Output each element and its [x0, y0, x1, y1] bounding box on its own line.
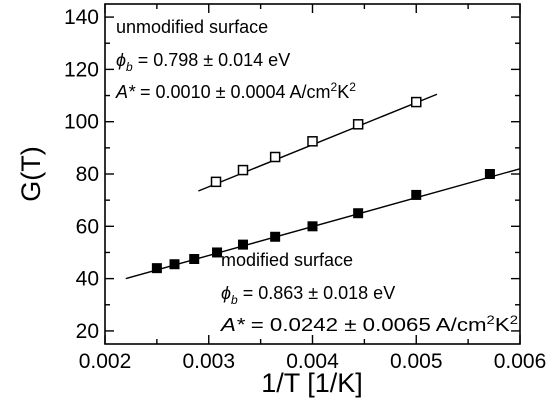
annotation-modified: modified surface ϕb = 0.863 ± 0.018 eV A… [220, 250, 519, 335]
y-tick-label: 40 [76, 268, 99, 291]
open-square-point [307, 136, 318, 147]
annotation-unmodified-title: unmodified surface [116, 17, 268, 37]
x-tick-labels: 0.002 0.003 0.004 0.005 0.006 [79, 350, 547, 373]
y-tick-label: 120 [64, 58, 99, 81]
y-tick-label: 140 [64, 6, 99, 29]
y-tick-label: 20 [76, 320, 99, 343]
open-square-point [411, 96, 422, 108]
filled-square-point [151, 263, 162, 274]
annotation-unmodified-barrier: ϕb = 0.798 ± 0.014 eV [116, 50, 290, 74]
filled-square-point [353, 208, 364, 219]
x-tick-label: 0.006 [494, 350, 547, 373]
filled-square-point [484, 169, 495, 179]
filled-square-point [411, 189, 422, 200]
open-square-point [269, 151, 281, 163]
y-tick-label: 80 [76, 163, 99, 186]
annotation-modified-barrier: ϕb = 0.863 ± 0.018 eV [221, 283, 395, 307]
open-square-point [237, 164, 249, 176]
annotation-unmodified-richardson: A* = 0.0010 ± 0.0004 A/cm2K2 [115, 80, 356, 102]
open-square-point [210, 176, 222, 188]
annotation-modified-richardson: A* = 0.0242 ± 0.0065 A/cm 2K 2 [220, 313, 519, 335]
x-tick-label: 0.005 [390, 350, 443, 373]
annotation-modified-title: modified surface [221, 250, 353, 270]
x-tick-label: 0.003 [182, 350, 235, 373]
x-tick-label: 0.004 [286, 350, 339, 373]
y-tick-label: 100 [64, 111, 99, 134]
filled-square-point [270, 231, 281, 242]
y-tick-labels: 20 40 60 80 100 120 140 [64, 6, 99, 343]
filled-square-point [189, 254, 200, 264]
x-axis-title: 1/T [1/K] [261, 368, 363, 398]
filled-square-point [212, 247, 223, 258]
data-points [151, 96, 495, 274]
filled-square-point [307, 221, 318, 232]
open-square-point [352, 119, 364, 130]
axis-ticks [104, 4, 521, 344]
annotation-unmodified: unmodified surface ϕb = 0.798 ± 0.014 eV… [115, 17, 356, 102]
filled-square-point [237, 239, 248, 250]
filled-square-point [169, 259, 180, 270]
x-tick-label: 0.002 [79, 350, 132, 373]
y-axis-title: G(T) [16, 146, 46, 201]
y-tick-label: 60 [76, 215, 99, 238]
